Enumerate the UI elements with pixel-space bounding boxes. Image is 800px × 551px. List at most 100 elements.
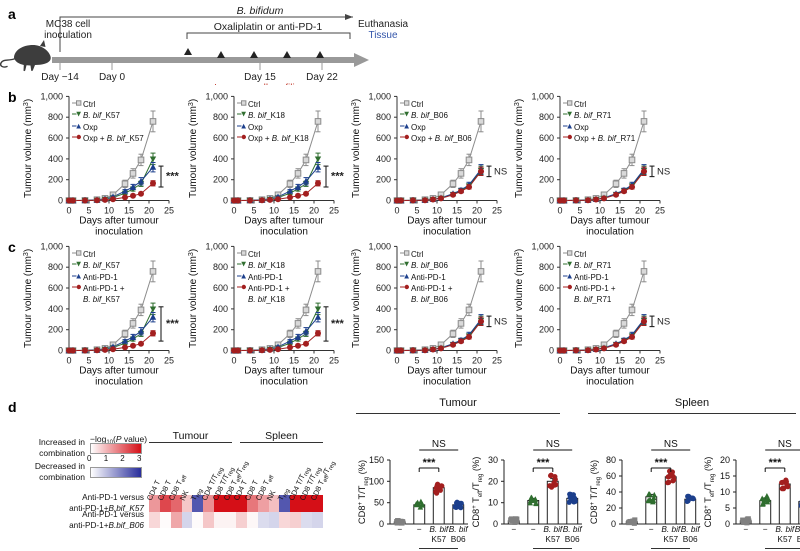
svg-text:Tumour volume (mm3): Tumour volume (mm3) — [23, 249, 35, 348]
svg-text:15: 15 — [124, 206, 134, 216]
svg-text:***: *** — [331, 171, 345, 183]
svg-text:25: 25 — [329, 206, 339, 216]
svg-text:Euthanasia: Euthanasia — [358, 19, 408, 30]
svg-text:1,000: 1,000 — [205, 91, 228, 101]
svg-text:15: 15 — [615, 206, 625, 216]
svg-text:0: 0 — [394, 356, 399, 366]
svg-text:5: 5 — [577, 356, 582, 366]
svg-text:inoculation: inoculation — [423, 377, 471, 388]
svg-text:CD8+ T/Treg (%): CD8+ T/Treg (%) — [357, 460, 370, 524]
svg-text:60: 60 — [606, 471, 616, 481]
svg-text:0: 0 — [386, 346, 391, 356]
svg-text:0: 0 — [549, 196, 554, 206]
svg-text:Immune cell profiling: Immune cell profiling — [214, 83, 306, 85]
svg-text:MC38 cell: MC38 cell — [46, 19, 90, 30]
svg-text:30: 30 — [488, 455, 498, 465]
svg-text:25: 25 — [164, 356, 174, 366]
svg-text:Day 22: Day 22 — [306, 72, 338, 83]
svg-text:5: 5 — [577, 206, 582, 216]
svg-text:inoculation: inoculation — [44, 30, 92, 41]
svg-text:20: 20 — [488, 476, 498, 486]
svg-text:Days after tumour: Days after tumour — [407, 216, 487, 227]
svg-text:Days after tumour: Days after tumour — [570, 366, 650, 377]
svg-text:200: 200 — [48, 325, 63, 335]
svg-text:NS: NS — [657, 316, 670, 327]
svg-text:Tissue: Tissue — [368, 30, 398, 41]
svg-text:50: 50 — [374, 498, 384, 508]
svg-text:10: 10 — [432, 206, 442, 216]
svg-text:400: 400 — [539, 304, 554, 314]
svg-text:25: 25 — [329, 356, 339, 366]
svg-text:10: 10 — [269, 206, 279, 216]
svg-text:CD8+ Teff/Treg (%): CD8+ Teff/Treg (%) — [471, 457, 484, 528]
svg-text:Days after tumour: Days after tumour — [79, 366, 159, 377]
svg-text:0: 0 — [557, 206, 562, 216]
svg-text:Tumour volume (mm3): Tumour volume (mm3) — [514, 99, 526, 198]
svg-text:Tumour volume (mm3): Tumour volume (mm3) — [514, 249, 526, 348]
svg-text:NS: NS — [546, 439, 560, 450]
svg-text:0: 0 — [66, 206, 71, 216]
svg-text:Tumour volume (mm3): Tumour volume (mm3) — [351, 249, 363, 348]
svg-text:15: 15 — [289, 206, 299, 216]
svg-text:0: 0 — [386, 196, 391, 206]
svg-text:5: 5 — [414, 206, 419, 216]
svg-text:0: 0 — [231, 356, 236, 366]
svg-text:NS: NS — [657, 166, 670, 177]
svg-text:400: 400 — [376, 154, 391, 164]
svg-text:5: 5 — [251, 206, 256, 216]
svg-text:0: 0 — [231, 206, 236, 216]
svg-text:200: 200 — [376, 175, 391, 185]
svg-text:15: 15 — [452, 356, 462, 366]
svg-text:600: 600 — [539, 133, 554, 143]
svg-text:20: 20 — [472, 206, 482, 216]
svg-text:NS: NS — [664, 439, 678, 450]
svg-text:inoculation: inoculation — [95, 377, 143, 388]
svg-text:5: 5 — [86, 206, 91, 216]
svg-text:20: 20 — [635, 206, 645, 216]
svg-text:Days after tumour: Days after tumour — [244, 366, 324, 377]
svg-text:Tumour volume (mm3): Tumour volume (mm3) — [188, 249, 200, 348]
svg-text:0: 0 — [557, 356, 562, 366]
svg-text:NS: NS — [778, 439, 792, 450]
svg-text:600: 600 — [213, 133, 228, 143]
svg-text:1,000: 1,000 — [205, 241, 228, 251]
svg-text:inoculation: inoculation — [260, 377, 308, 388]
svg-text:800: 800 — [539, 262, 554, 272]
svg-text:10: 10 — [432, 356, 442, 366]
svg-text:200: 200 — [539, 325, 554, 335]
svg-text:80: 80 — [606, 455, 616, 465]
svg-text:0: 0 — [549, 346, 554, 356]
svg-text:1,000: 1,000 — [531, 91, 554, 101]
svg-text:15: 15 — [289, 356, 299, 366]
svg-text:20: 20 — [144, 356, 154, 366]
svg-text:20: 20 — [606, 503, 616, 513]
svg-text:800: 800 — [48, 262, 63, 272]
svg-text:Tumour volume (mm3): Tumour volume (mm3) — [23, 99, 35, 198]
svg-text:Oxaliplatin or anti-PD-1: Oxaliplatin or anti-PD-1 — [214, 21, 323, 33]
svg-text:***: *** — [655, 457, 669, 469]
svg-text:20: 20 — [720, 455, 730, 465]
svg-text:Tumour volume (mm3): Tumour volume (mm3) — [188, 99, 200, 198]
svg-text:20: 20 — [635, 356, 645, 366]
svg-text:inoculation: inoculation — [95, 227, 143, 238]
svg-text:B. bifidum: B. bifidum — [237, 5, 284, 17]
svg-text:1,000: 1,000 — [40, 241, 63, 251]
svg-text:800: 800 — [213, 112, 228, 122]
svg-text:20: 20 — [309, 356, 319, 366]
svg-text:inoculation: inoculation — [260, 227, 308, 238]
svg-text:5: 5 — [725, 503, 730, 513]
svg-text:0: 0 — [58, 196, 63, 206]
svg-text:25: 25 — [655, 356, 665, 366]
svg-text:200: 200 — [213, 325, 228, 335]
svg-text:10: 10 — [720, 487, 730, 497]
svg-text:Tumour volume (mm3): Tumour volume (mm3) — [351, 99, 363, 198]
svg-text:800: 800 — [539, 112, 554, 122]
svg-text:600: 600 — [376, 133, 391, 143]
svg-text:Days after tumour: Days after tumour — [244, 216, 324, 227]
svg-text:0: 0 — [223, 346, 228, 356]
svg-text:400: 400 — [213, 154, 228, 164]
svg-text:Days after tumour: Days after tumour — [570, 216, 650, 227]
svg-text:1,000: 1,000 — [40, 91, 63, 101]
svg-text:10: 10 — [595, 356, 605, 366]
svg-text:20: 20 — [472, 356, 482, 366]
